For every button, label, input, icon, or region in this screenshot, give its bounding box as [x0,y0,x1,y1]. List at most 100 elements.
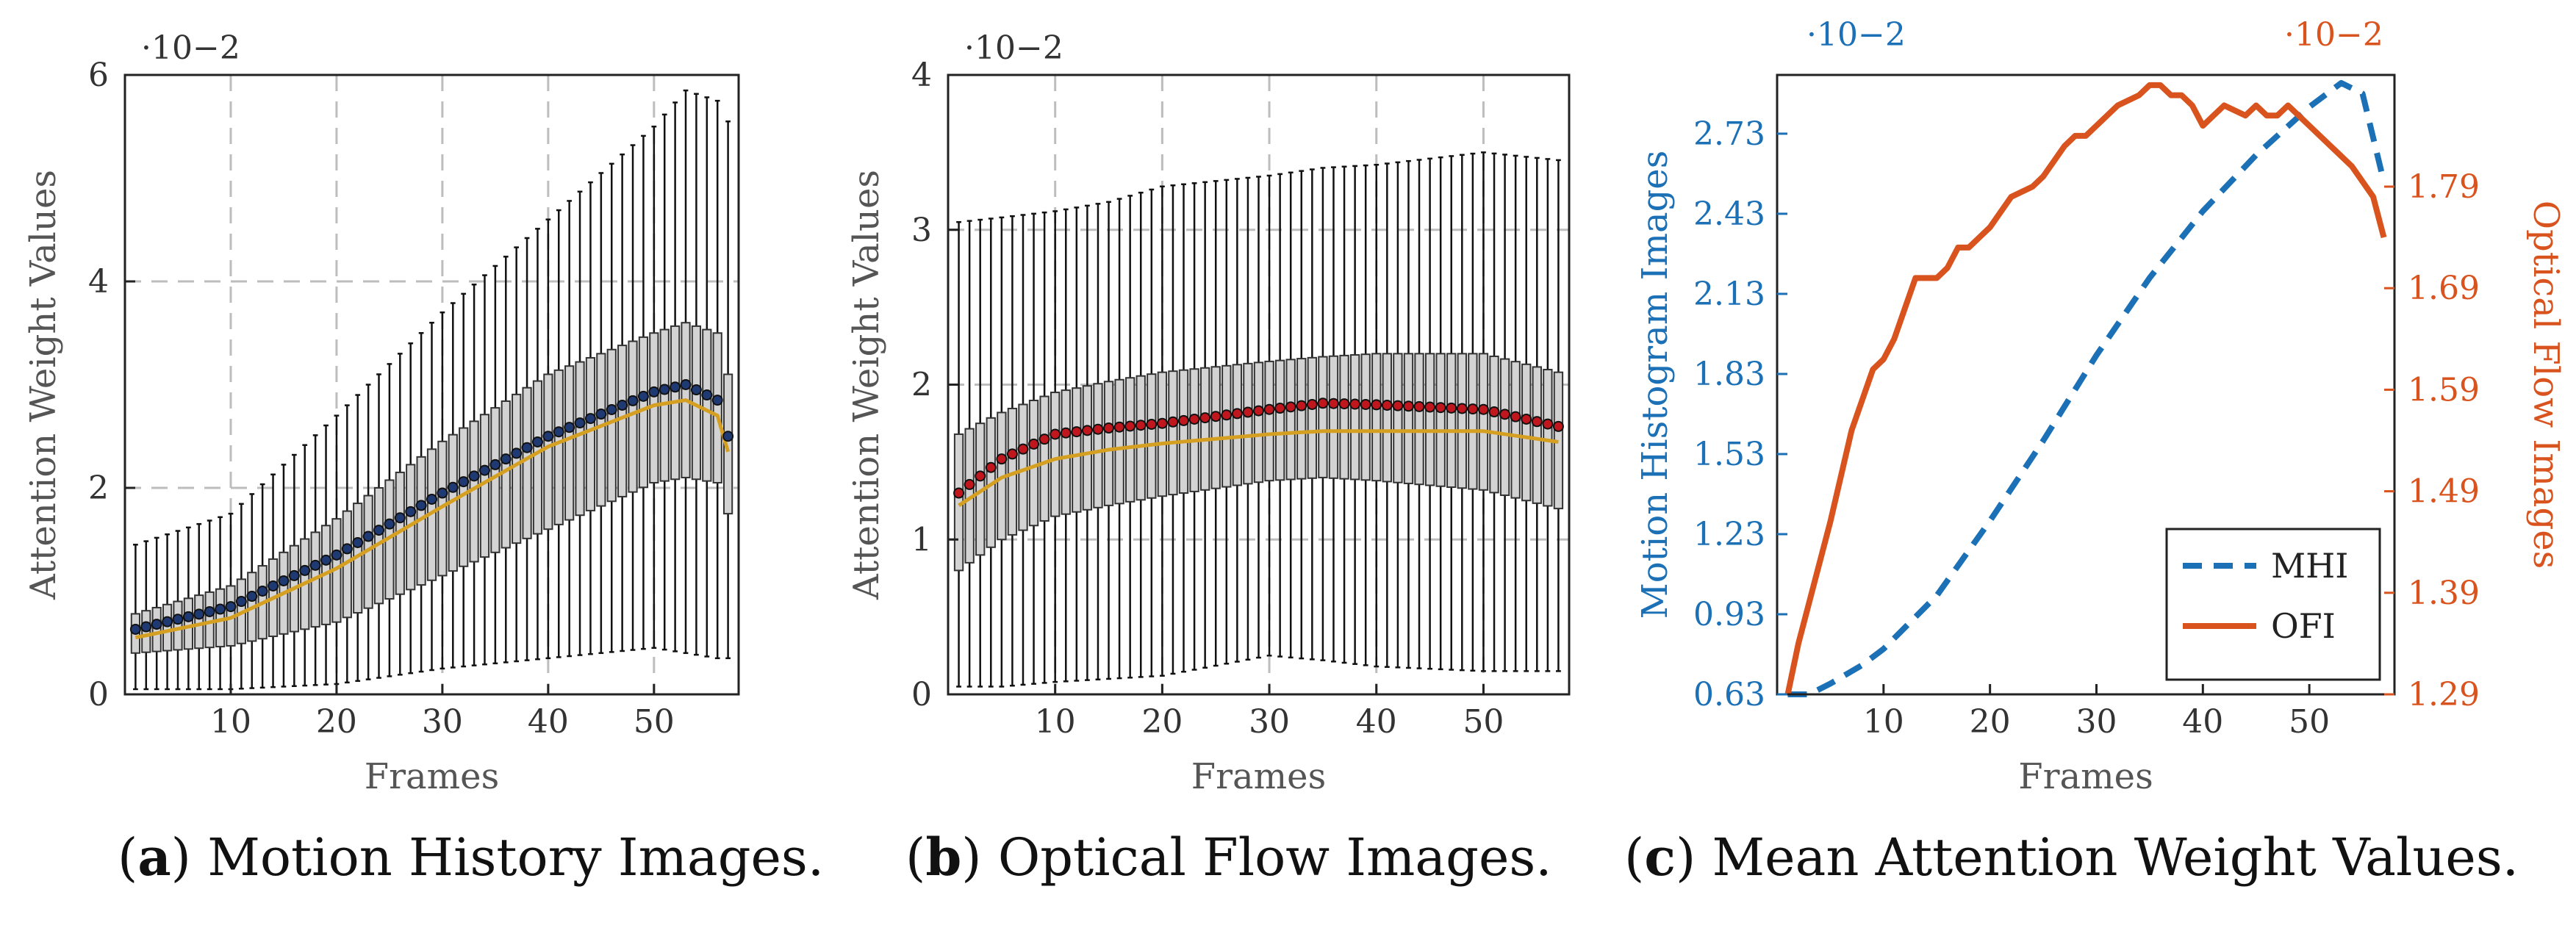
box [543,373,553,530]
box [1489,355,1499,494]
mean-marker [1017,443,1029,455]
box [1157,371,1168,497]
median-line [958,429,1559,507]
box [1147,373,1157,499]
mean-marker [1103,422,1115,434]
mean-marker [1092,423,1104,435]
y-left-tick-label: 1.53 [1693,436,1765,473]
caption-b: (b) Optical Flow Images. [905,827,1552,888]
mean-marker [1467,403,1479,415]
mean-marker [426,493,437,505]
mean-marker [320,554,332,566]
box [1221,364,1232,488]
box [1296,358,1307,480]
box [512,393,522,544]
mean-marker [1402,400,1414,412]
x-tick-label: 30 [2075,703,2117,741]
y-left-tick-label: 1.83 [1693,356,1765,393]
mean-marker [1006,448,1018,460]
box [1339,354,1349,480]
box [194,594,204,650]
mean-marker [531,436,543,447]
box [585,356,596,511]
mean-marker [331,549,342,561]
box [1061,389,1071,515]
x-tick-label: 30 [1249,703,1290,741]
panel-b-chart: 10 20 30 40 50 0 1 2 3 4 ·10−2 Frames Attention Weig… [846,29,1571,797]
mean-marker [1081,425,1093,436]
mean-marker [1424,401,1436,413]
mean-marker [352,536,364,548]
mean-marker [1285,401,1296,413]
x-tick-label: 10 [210,703,251,741]
box [204,591,215,649]
mean-marker [468,470,480,482]
y-tick-label: 1 [911,521,932,558]
box [162,603,173,652]
box [1082,385,1093,511]
caption-a: (a) Motion History Images. [118,827,825,888]
y-left-tick-label: 2.13 [1693,276,1765,313]
mean-marker [564,422,575,434]
mean-marker [553,426,564,438]
mean-marker [680,379,692,390]
box [501,400,511,549]
legend: MHI OFI [2165,528,2381,681]
mean-marker [1499,409,1511,420]
mean-marker [648,386,660,398]
y-tick-label: 2 [911,367,932,404]
box [1124,377,1135,503]
box [1393,353,1403,483]
box [1532,366,1542,504]
box [617,345,628,497]
x-tick-label: 40 [2182,703,2223,741]
x-tick-label: 50 [1463,703,1504,741]
mean-marker [256,586,268,597]
y-right-tick-label: 1.69 [2408,270,2480,307]
box [1349,354,1360,481]
box [1371,353,1382,482]
mean-marker [511,447,523,459]
axis-multiplier-left: ·10−2 [1807,16,1906,54]
mean-marker [1392,400,1404,411]
mean-marker [500,453,512,465]
mean-marker [711,395,723,406]
box [1189,368,1199,492]
box [1253,362,1264,483]
mean-marker [341,543,353,555]
mean-marker [1038,434,1050,445]
y-right-tick-label: 1.29 [2408,676,2480,713]
mean-marker [278,575,290,586]
mean-marker [1050,428,1061,440]
x-axis-label: Frames [1191,756,1326,797]
box [596,353,606,507]
mean-marker [437,487,448,499]
box [1521,363,1532,502]
y-tick-label: 6 [88,57,109,94]
y-right-tick-label: 1.59 [2408,371,2480,409]
box [553,369,564,525]
x-tick-label: 20 [316,703,357,741]
mean-marker [722,431,734,442]
legend-label-mhi: MHI [2271,546,2348,586]
y-axis-label: Attention Weight Values [846,170,887,600]
mean-marker [1510,411,1521,422]
y-left-tick-label: 2.43 [1693,195,1765,233]
mean-marker [617,399,628,411]
box [183,597,193,650]
box [1232,364,1243,486]
box [1103,381,1114,506]
box [702,328,712,482]
box [1510,361,1521,499]
mean-marker [1327,398,1339,409]
box [1403,353,1414,484]
mean-marker [478,464,490,476]
mean-marker [627,395,639,406]
mean-marker [140,621,152,633]
plot-frame [123,73,740,696]
mean-marker [1296,400,1307,411]
mean-marker [1521,413,1532,425]
box [1382,353,1393,483]
mean-marker [1028,438,1040,450]
mean-marker [1242,406,1254,418]
